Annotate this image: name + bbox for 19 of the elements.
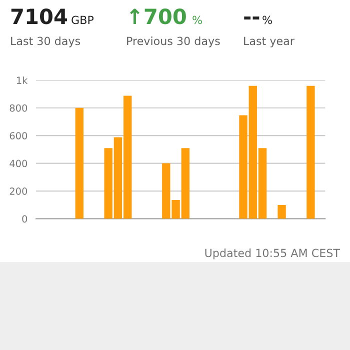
text: Last year (244, 36, 294, 48)
bar (75, 108, 84, 219)
y-tick-label: 0 (22, 215, 28, 223)
bar (306, 86, 315, 219)
y-tick-label: 1k (16, 76, 28, 84)
text: Previous 30 days (127, 36, 220, 48)
text: % (262, 16, 272, 24)
text: Updated 10:55 AM CEST (205, 248, 340, 260)
text: % (192, 16, 202, 24)
text: ↑700 (130, 8, 186, 24)
text: GBP (72, 16, 94, 24)
text: 7104 (11, 8, 68, 24)
text: Last 30 days (11, 36, 80, 48)
text: -- (244, 16, 260, 20)
y-tick-label: 800 (10, 104, 28, 112)
y-tick-label: 400 (10, 160, 28, 168)
y-tick-label: 200 (10, 188, 28, 195)
y-tick-label: 600 (10, 132, 28, 140)
bar (278, 205, 286, 219)
